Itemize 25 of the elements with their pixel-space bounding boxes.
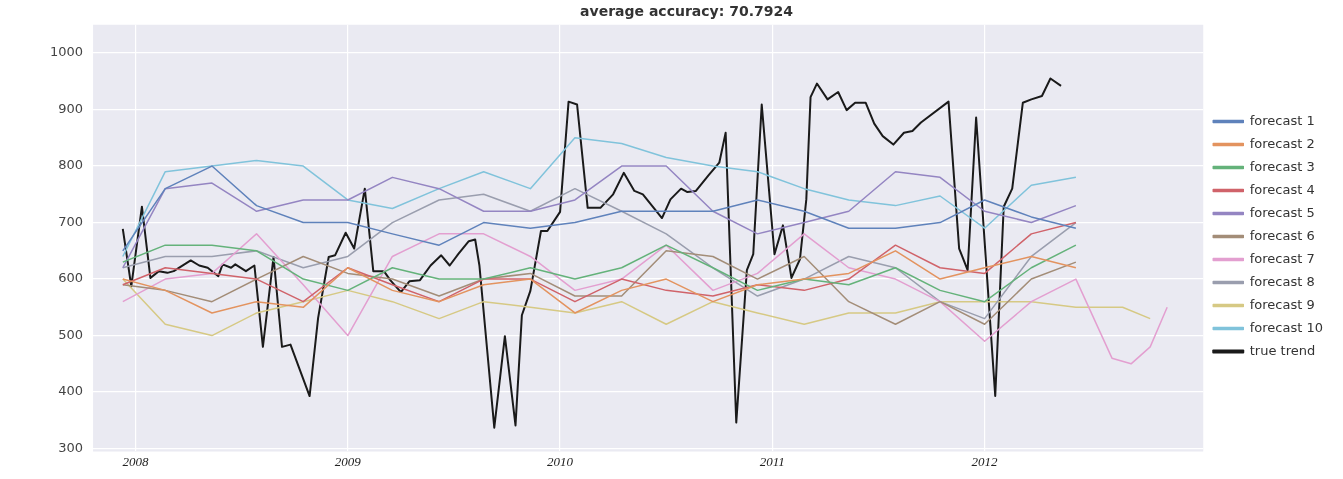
- x-tick-label: 2010: [547, 453, 574, 469]
- x-tick-label: 2008: [122, 453, 150, 469]
- legend-label: forecast 5: [1249, 204, 1315, 220]
- x-tick-label: 2009: [334, 453, 362, 469]
- y-tick-label: 500: [58, 326, 84, 342]
- legend-label: forecast 7: [1249, 250, 1315, 266]
- legend-label: forecast 6: [1249, 227, 1315, 243]
- legend-label: forecast 8: [1249, 273, 1315, 289]
- legend-label: forecast 1: [1249, 112, 1315, 128]
- y-tick-label: 400: [58, 383, 84, 399]
- legend-label: forecast 9: [1249, 296, 1315, 312]
- x-tick-label: 2011: [759, 453, 785, 469]
- legend-label: forecast 2: [1249, 135, 1315, 151]
- x-tick-label: 2012: [971, 453, 999, 469]
- y-tick-label: 300: [58, 439, 84, 455]
- legend-label: forecast 4: [1249, 181, 1315, 197]
- chart-title: average accuracy: 70.7924: [580, 3, 794, 20]
- y-tick-label: 700: [58, 213, 84, 229]
- legend-label: forecast 3: [1249, 158, 1315, 174]
- y-tick-label: 900: [58, 100, 84, 116]
- legend-label: forecast 10: [1249, 319, 1323, 335]
- legend-label: true trend: [1249, 342, 1316, 358]
- y-tick-label: 600: [58, 270, 84, 286]
- y-tick-label: 1000: [49, 44, 84, 60]
- y-tick-label: 800: [58, 157, 84, 173]
